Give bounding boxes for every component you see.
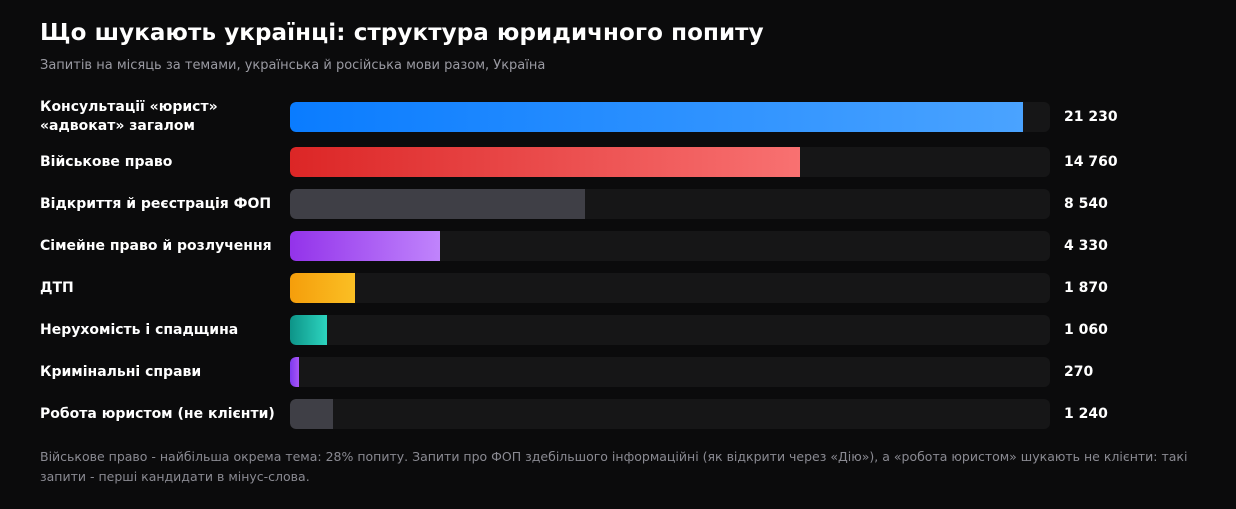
bar-row: Робота юристом (не клієнти) 1 240 <box>0 399 1236 441</box>
value-label: 4 330 <box>1064 238 1108 254</box>
bar-track <box>290 102 1050 132</box>
category-label: ДТП <box>40 280 74 296</box>
bar-row: Сімейне право й розлучення 4 330 <box>0 231 1236 273</box>
bar-track <box>290 273 1050 303</box>
chart-footnote: Військове право - найбільша окрема тема:… <box>40 449 1188 484</box>
bar-row: Відкриття й реєстрація ФОП 8 540 <box>0 189 1236 231</box>
value-label: 8 540 <box>1064 196 1108 212</box>
chart-title: Що шукають українці: структура юридичног… <box>40 20 764 46</box>
bar <box>290 357 299 387</box>
bar <box>290 102 1023 132</box>
bar <box>290 147 800 177</box>
bar <box>290 399 333 429</box>
bar-row: Консультації «юрист» «адвокат» загалом 21… <box>0 99 1236 144</box>
category-label: Робота юристом (не клієнти) <box>40 406 275 422</box>
bar-track <box>290 147 1050 177</box>
bar-track <box>290 315 1050 345</box>
bar-track <box>290 399 1050 429</box>
bar <box>290 315 327 345</box>
bar-track <box>290 357 1050 387</box>
value-label: 270 <box>1064 364 1094 380</box>
category-label: Кримінальні справи <box>40 364 202 380</box>
bar-row: Нерухомість і спадщина 1 060 <box>0 315 1236 357</box>
value-label: 14 760 <box>1064 154 1118 170</box>
category-label: Нерухомість і спадщина <box>40 322 239 338</box>
chart-subtitle: Запитів на місяць за темами, українська … <box>40 58 546 73</box>
value-label: 1 060 <box>1064 322 1108 338</box>
category-label: Сімейне право й розлучення <box>40 238 272 254</box>
category-label: Відкриття й реєстрація ФОП <box>40 196 272 212</box>
bar-row: Військове право 14 760 <box>0 147 1236 189</box>
bar-row: Кримінальні справи 270 <box>0 357 1236 399</box>
bar <box>290 189 585 219</box>
bar-track <box>290 189 1050 219</box>
category-label: Військове право <box>40 154 173 170</box>
category-label: Консультації «юрист» «адвокат» загалом <box>40 99 218 134</box>
bar-row: ДТП 1 870 <box>0 273 1236 315</box>
value-label: 21 230 <box>1064 109 1118 125</box>
bar-track <box>290 231 1050 261</box>
value-label: 1 240 <box>1064 406 1108 422</box>
bar <box>290 231 440 261</box>
bar <box>290 273 355 303</box>
value-label: 1 870 <box>1064 280 1108 296</box>
